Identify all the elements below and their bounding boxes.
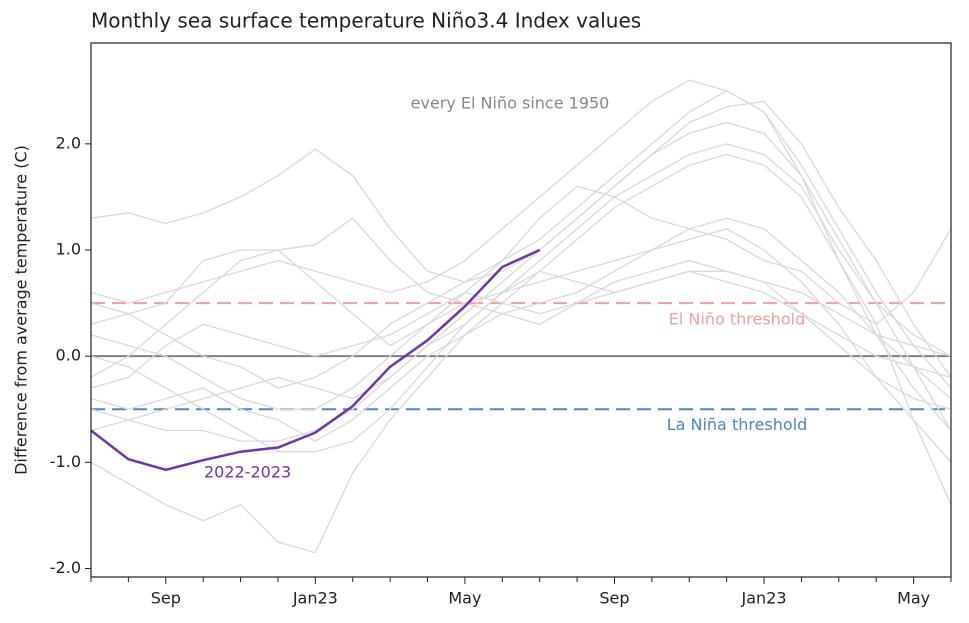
y-tick-label: 2.0 (56, 133, 81, 152)
history-line (90, 259, 952, 389)
y-tick-label: -2.0 (50, 558, 81, 577)
history-line (90, 100, 952, 378)
x-tick-label: Jan23 (292, 589, 338, 608)
annotation: every El Niño since 1950 (411, 94, 610, 113)
plot-frame (90, 42, 952, 578)
history-line (90, 217, 952, 400)
history-line (90, 270, 952, 442)
x-tick-label: Sep (599, 589, 629, 608)
y-tick-label: -1.0 (50, 452, 81, 471)
y-tick-label: 0.0 (56, 346, 81, 365)
history-line (90, 79, 952, 389)
threshold-label: La Niña threshold (667, 415, 808, 434)
history-line (90, 90, 952, 431)
threshold-label: El Niño threshold (669, 310, 805, 329)
x-tick-label: Jan23 (741, 589, 787, 608)
history-line (90, 228, 952, 463)
highlight-line (90, 248, 541, 472)
y-axis-label: Difference from average temperature (C) (12, 145, 31, 475)
history-line (90, 121, 952, 442)
history-line (90, 153, 952, 554)
chart-title: Monthly sea surface temperature Niño3.4 … (91, 9, 641, 33)
history-line (90, 185, 952, 378)
history-line (90, 270, 952, 453)
history-line (90, 143, 952, 432)
y-tick-label: 1.0 (56, 240, 81, 259)
series-label: 2022-2023 (204, 463, 291, 482)
x-tick-label: May (897, 589, 930, 608)
x-tick-label: Sep (151, 589, 181, 608)
x-tick-label: May (448, 589, 481, 608)
